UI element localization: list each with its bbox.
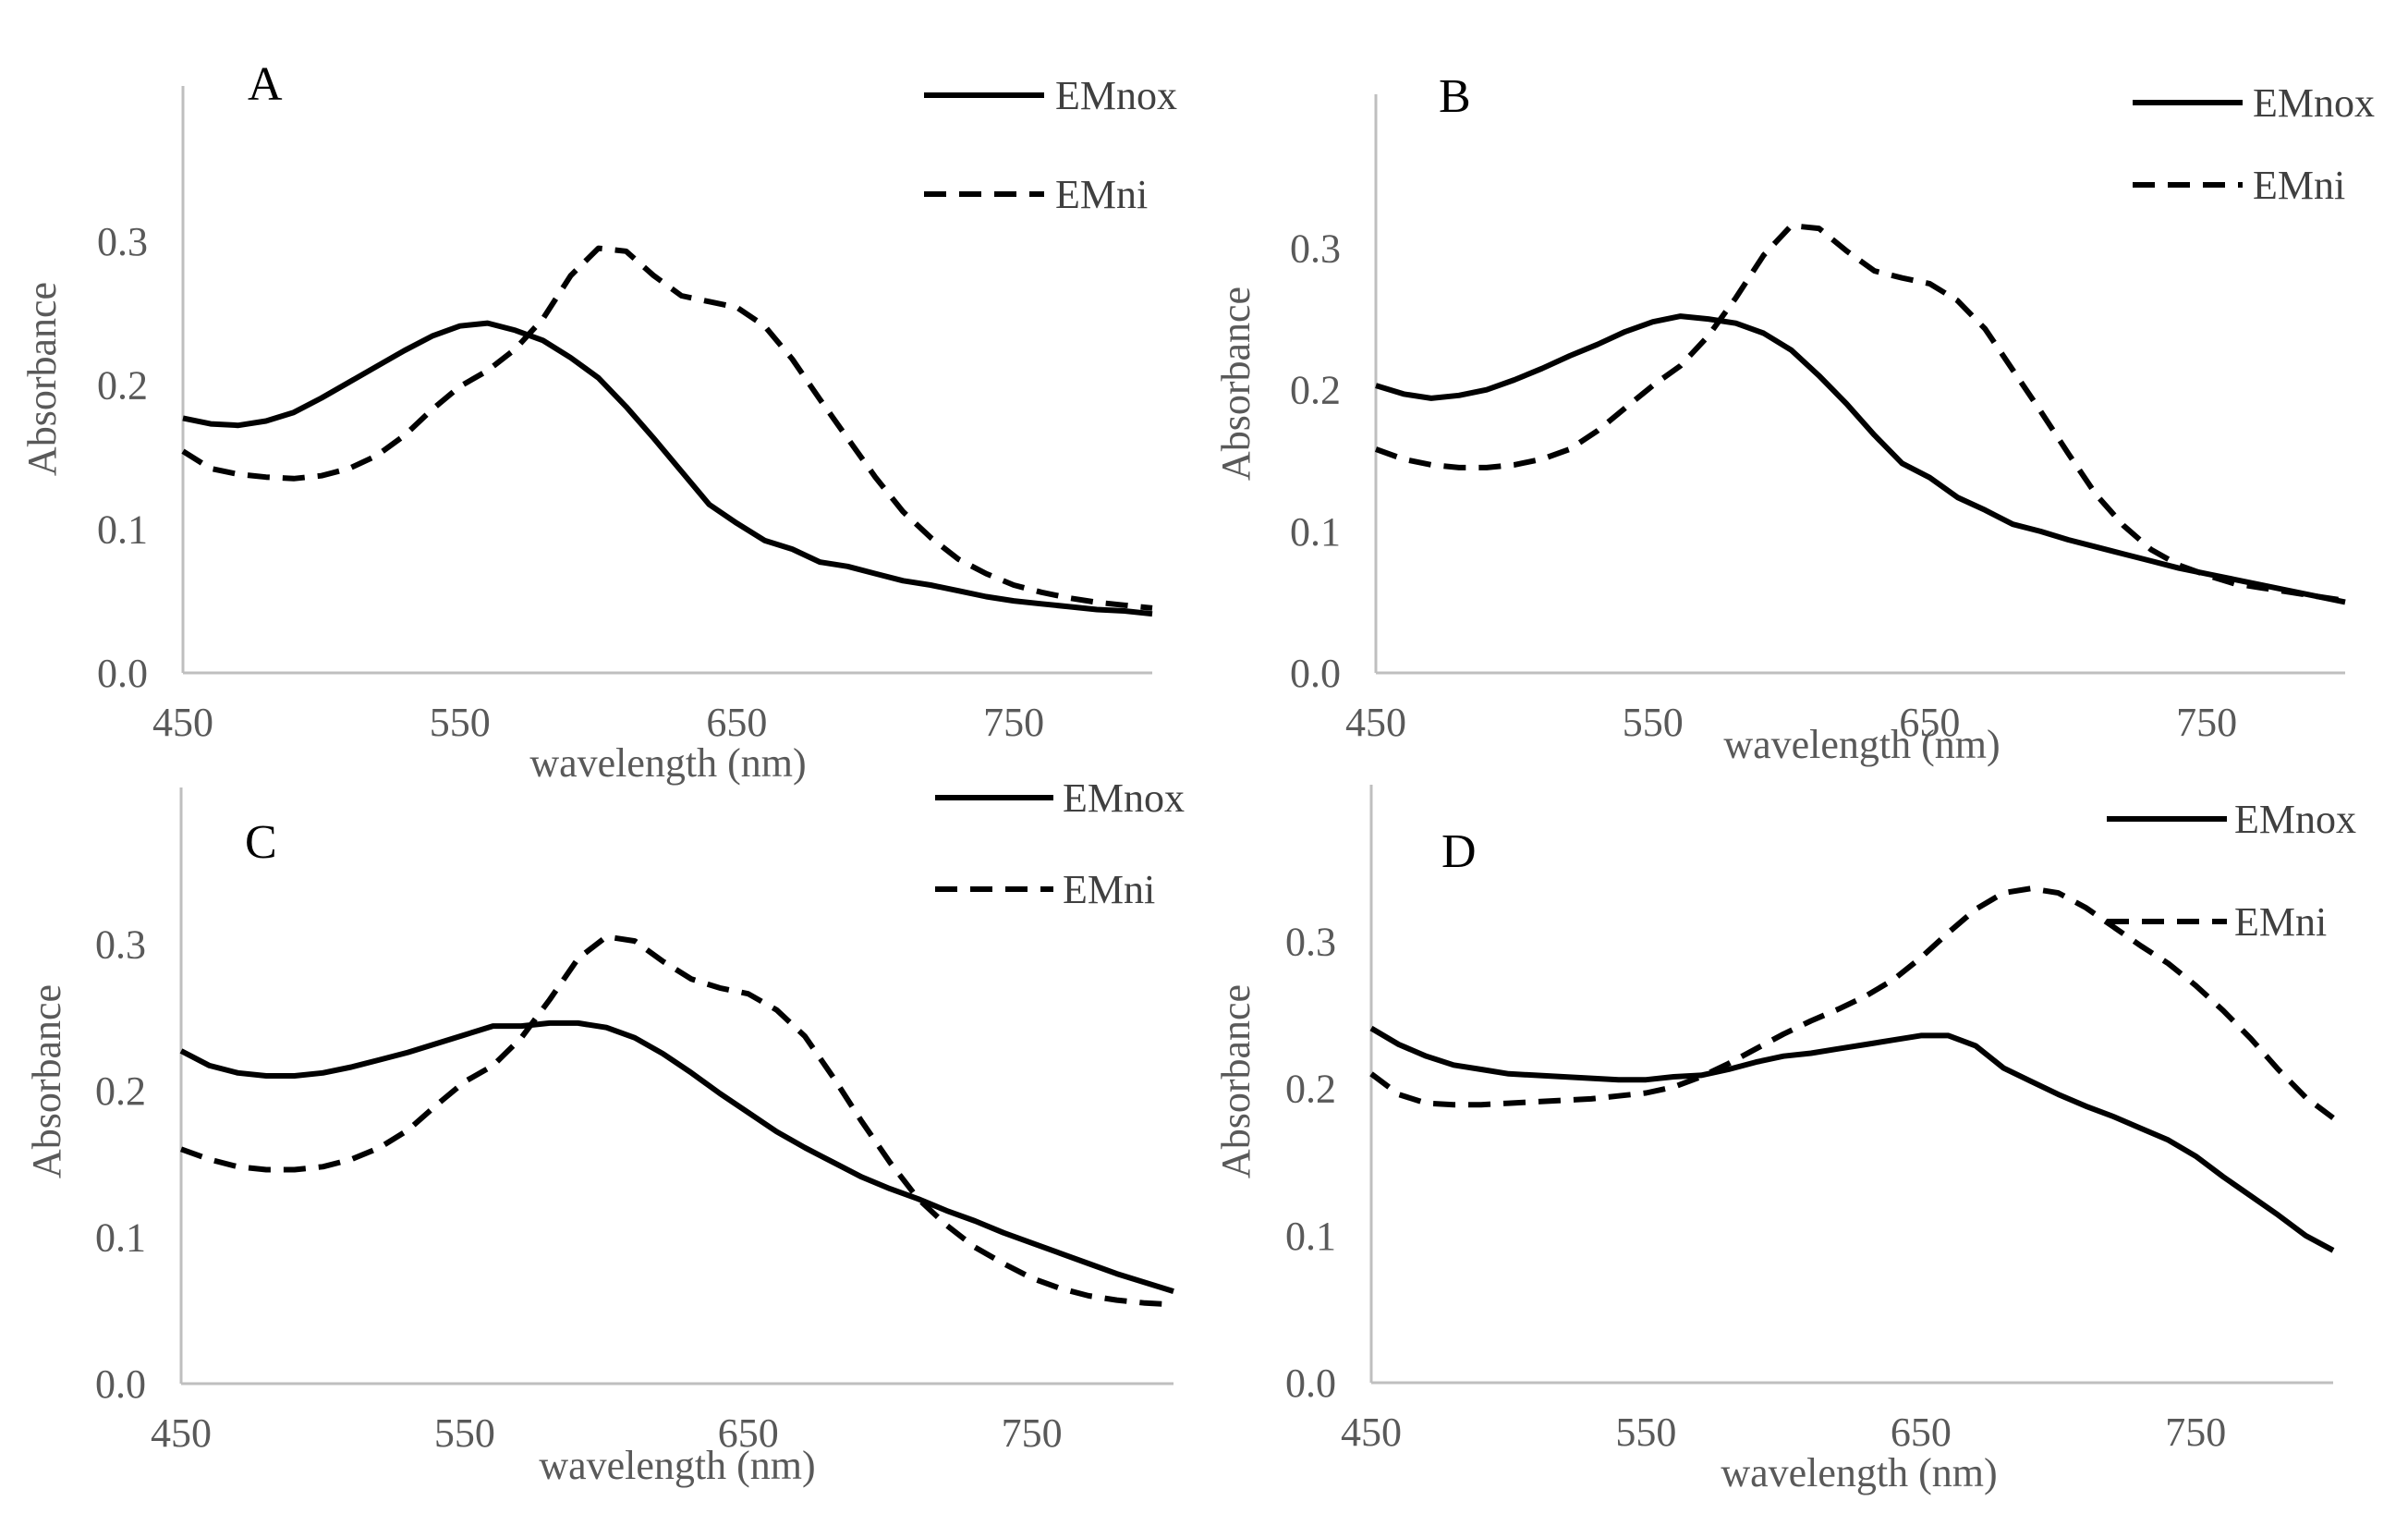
panel-a-series-emni-line — [181, 245, 1153, 611]
panel-c-series-emni-line — [179, 934, 1174, 1308]
panel-a-series-emnox-line — [182, 320, 1153, 617]
panel-b-ytick-label: 0.0 — [1290, 651, 1341, 696]
panel-d-ytick-label: 0.3 — [1285, 920, 1336, 965]
panel-d-legend-label-emni: EMni — [2234, 899, 2327, 945]
panel-a-ytick-label: 0.3 — [97, 219, 148, 264]
panel-a-xtick-label: 650 — [706, 700, 767, 745]
panel-c: 0.0 0.1 0.2 0.3 450 550 650 750 wavelength (nm) A… — [24, 775, 1185, 1488]
panel-b-xtick-label: 750 — [2176, 700, 2237, 745]
panel-b-xtick-label: 450 — [1345, 700, 1406, 745]
panel-b-x-axis-title: wavelength (nm) — [1723, 722, 2000, 767]
panel-d-xtick-label: 750 — [2165, 1410, 2226, 1455]
panel-a-xtick-label: 550 — [430, 700, 491, 745]
panel-a-xtick-label: 450 — [152, 700, 213, 745]
panel-c-letter: C — [245, 816, 277, 869]
panel-a: 0.0 0.1 0.2 0.3 450 550 650 750 wavelength (nm) A… — [19, 58, 1177, 786]
panel-d-xtick-label: 550 — [1615, 1410, 1676, 1455]
panel-c-ytick-label: 0.2 — [95, 1068, 146, 1114]
panel-a-ytick-label: 0.1 — [97, 507, 148, 552]
panel-b-ytick-label: 0.3 — [1290, 226, 1341, 272]
panel-b-xtick-label: 650 — [1899, 700, 1960, 745]
panel-d-ytick-label: 0.2 — [1285, 1067, 1336, 1112]
panel-d-letter: D — [1441, 825, 1477, 878]
panel-b: 0.0 0.1 0.2 0.3 450 550 650 750 wavelength (nm) A… — [1213, 70, 2375, 767]
panel-a-x-axis-title: wavelength (nm) — [529, 740, 806, 786]
panel-c-legend-label-emni: EMni — [1063, 867, 1155, 912]
panel-d-ytick-label: 0.1 — [1285, 1214, 1336, 1259]
panel-c-y-axis-title: Absorbance — [24, 984, 69, 1178]
panel-c-xtick-label: 650 — [718, 1410, 779, 1456]
panel-c-series-emnox-line — [179, 1019, 1174, 1294]
panel-a-ytick-label: 0.0 — [97, 651, 148, 696]
panel-c-xtick-label: 750 — [1002, 1410, 1063, 1456]
panel-d-y-axis-title: Absorbance — [1213, 984, 1259, 1178]
panel-a-y-axis-title: Absorbance — [19, 282, 65, 476]
panel-d-legend-label-emnox: EMnox — [2234, 797, 2356, 842]
panel-c-legend-label-emnox: EMnox — [1063, 775, 1185, 821]
panel-c-ytick-label: 0.1 — [95, 1215, 146, 1260]
panel-b-ytick-label: 0.1 — [1290, 509, 1341, 555]
panel-d: 0.0 0.1 0.2 0.3 450 550 650 750 wavelength (nm) A… — [1213, 785, 2356, 1495]
panel-d-series-emni-line — [1369, 885, 2335, 1120]
panel-b-y-axis-title: Absorbance — [1213, 287, 1259, 481]
panel-a-xtick-label: 750 — [983, 700, 1044, 745]
panel-d-series-emnox-line — [1369, 1025, 2335, 1253]
panel-d-xtick-label: 450 — [1341, 1410, 1402, 1455]
panel-b-legend-label-emni: EMni — [2253, 163, 2345, 208]
panel-b-ytick-label: 0.2 — [1290, 368, 1341, 413]
panel-b-series-emni-line — [1374, 223, 2346, 604]
panel-a-legend-label-emni: EMni — [1055, 172, 1148, 217]
panel-a-legend-label-emnox: EMnox — [1055, 73, 1177, 118]
panel-d-xtick-label: 650 — [1891, 1410, 1952, 1455]
panel-c-xtick-label: 550 — [434, 1410, 495, 1456]
panel-b-letter: B — [1439, 70, 1471, 123]
panel-c-ytick-label: 0.0 — [95, 1361, 146, 1407]
panel-b-legend-label-emnox: EMnox — [2253, 80, 2375, 126]
panel-d-x-axis-title: wavelength (nm) — [1721, 1450, 1997, 1495]
panel-d-ytick-label: 0.0 — [1285, 1361, 1336, 1406]
panel-c-x-axis-title: wavelength (nm) — [539, 1443, 815, 1488]
panel-c-xtick-label: 450 — [151, 1410, 212, 1456]
panel-a-ytick-label: 0.2 — [97, 363, 148, 409]
panel-c-ytick-label: 0.3 — [95, 922, 146, 967]
panel-b-series-emnox-line — [1375, 313, 2346, 605]
panel-a-letter: A — [248, 58, 283, 111]
panel-b-xtick-label: 550 — [1623, 700, 1684, 745]
